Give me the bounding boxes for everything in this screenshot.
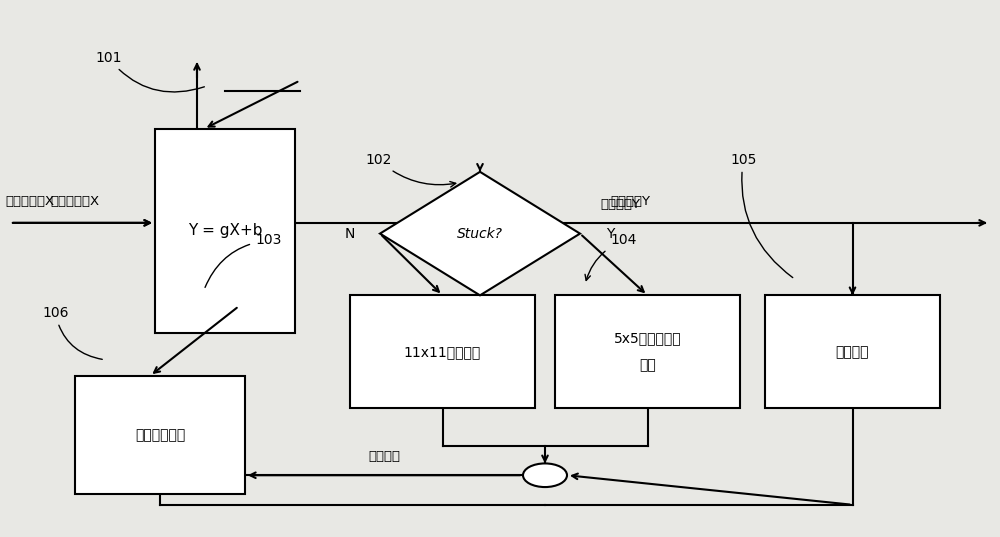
Text: Y = gX+b: Y = gX+b (188, 223, 262, 238)
Bar (350, 295, 535, 408)
Text: 误差图像: 误差图像 (368, 450, 400, 463)
Bar (75, 376, 245, 494)
Circle shape (523, 463, 567, 487)
Bar (555, 295, 740, 408)
Text: 5x5非线性平滑: 5x5非线性平滑 (614, 331, 681, 345)
Polygon shape (380, 172, 580, 295)
Bar (155, 129, 295, 333)
Text: 101: 101 (95, 51, 204, 92)
Text: 校正图像Y: 校正图像Y (600, 198, 640, 211)
Bar (765, 295, 940, 408)
Text: 滤波: 滤波 (639, 358, 656, 372)
Text: Y: Y (606, 227, 614, 241)
Text: 一输入图像X: 一输入图像X (5, 195, 54, 208)
Text: 校正图像Y: 校正图像Y (610, 195, 650, 208)
Text: 变化检测: 变化检测 (836, 345, 869, 359)
Text: 105: 105 (730, 153, 793, 278)
Text: 11x11均值滤波: 11x11均值滤波 (404, 345, 481, 359)
Text: 校正参数更新: 校正参数更新 (135, 428, 185, 442)
Text: Stuck?: Stuck? (457, 227, 503, 241)
Text: 一输入图像X: 一输入图像X (50, 195, 100, 208)
Text: N: N (345, 227, 355, 241)
Text: 103: 103 (205, 234, 281, 287)
Text: 106: 106 (42, 306, 102, 359)
Text: 102: 102 (365, 153, 456, 187)
Text: 104: 104 (585, 234, 636, 280)
